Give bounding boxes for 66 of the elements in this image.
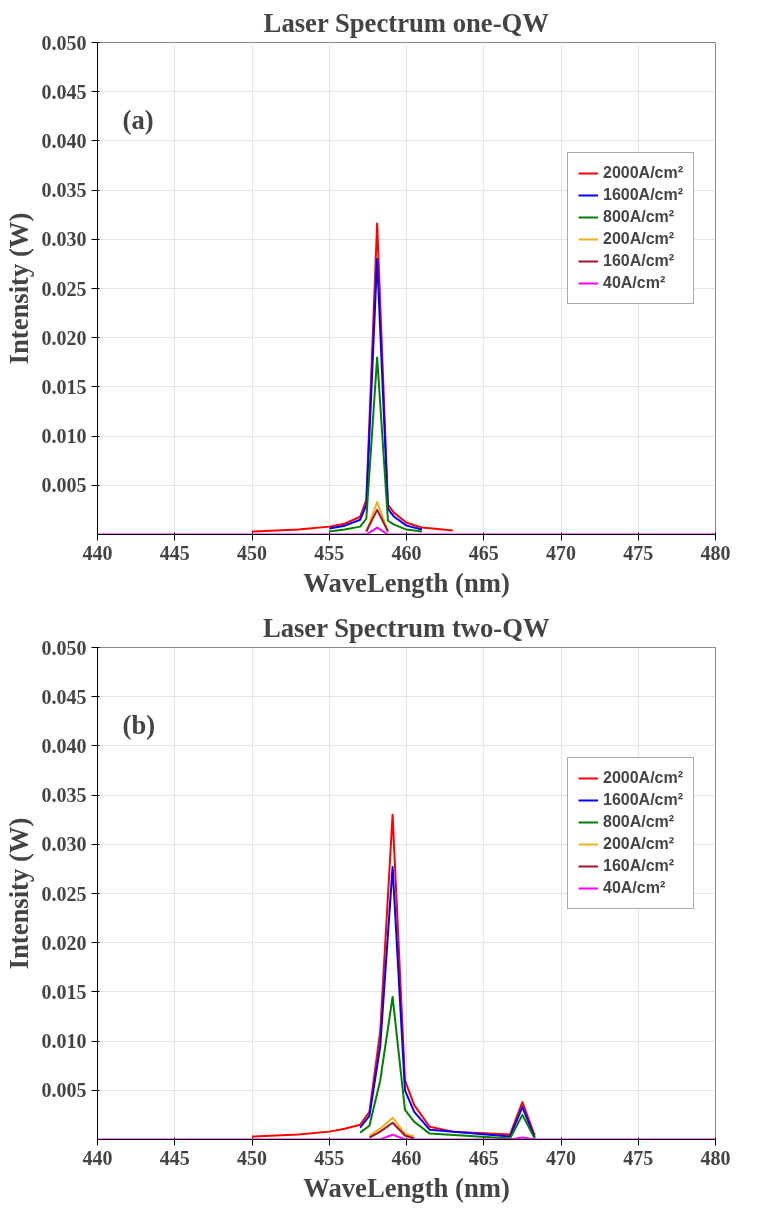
x-tick-label: 475 (623, 541, 654, 564)
x-tick-label: 445 (159, 541, 190, 564)
x-tick-label: 460 (391, 1146, 422, 1169)
y-axis-title: Intensity (W) (3, 817, 34, 970)
y-tick-label: 0.025 (41, 882, 87, 905)
x-axis-title: WaveLength (nm) (303, 567, 510, 598)
line-series (368, 1121, 416, 1140)
legend-label: 2000A/cm² (603, 164, 684, 182)
legend-label: 40A/cm² (603, 879, 666, 897)
annotation: (b) (122, 709, 156, 740)
x-axis-title: WaveLength (nm) (303, 1172, 510, 1203)
y-tick-label: 0.030 (41, 833, 87, 856)
legend-label: 1600A/cm² (603, 791, 684, 809)
y-tick-label: 0.035 (41, 179, 87, 202)
y-tick-label: 0.050 (41, 636, 87, 659)
line-series (368, 1116, 416, 1138)
y-tick-label: 0.030 (41, 228, 87, 251)
y-tick-label: 0.010 (41, 1030, 87, 1053)
x-tick-label: 465 (468, 541, 499, 564)
x-tick-label: 455 (314, 1146, 345, 1169)
x-tick-label: 455 (314, 541, 345, 564)
x-tick-label: 440 (82, 1146, 113, 1169)
y-tick-label: 0.040 (41, 734, 87, 757)
y-tick-label: 0.020 (41, 326, 87, 349)
legend-label: 160A/cm² (603, 857, 675, 875)
x-tick-label: 470 (546, 1146, 576, 1169)
y-axis-title: Intensity (W) (3, 212, 34, 365)
x-tick-label: 480 (700, 1146, 731, 1169)
x-tick-label: 475 (623, 1146, 654, 1169)
legend-label: 40A/cm² (603, 274, 666, 292)
y-tick-label: 0.020 (41, 931, 87, 954)
y-tick-label: 0.050 (41, 31, 87, 54)
line-series (251, 222, 454, 533)
line-series (328, 257, 423, 531)
legend-label: 160A/cm² (603, 252, 675, 270)
x-tick-label: 470 (546, 541, 576, 564)
y-tick-label: 0.005 (41, 474, 87, 497)
y-tick-label: 0.025 (41, 277, 87, 300)
legend-label: 800A/cm² (603, 208, 675, 226)
line-series (328, 356, 423, 533)
line-series (251, 813, 536, 1138)
annotation: (a) (122, 104, 154, 135)
legend-label: 200A/cm² (603, 835, 675, 853)
x-tick-label: 450 (237, 541, 267, 564)
y-tick-label: 0.035 (41, 784, 87, 807)
y-tick-label: 0.045 (41, 685, 87, 708)
chart-title: Laser Spectrum one-QW (263, 7, 550, 38)
line-series (359, 865, 536, 1139)
y-tick-label: 0.045 (41, 80, 87, 103)
y-tick-label: 0.040 (41, 129, 87, 152)
chart-title: Laser Spectrum two-QW (262, 612, 550, 643)
x-tick-label: 440 (82, 541, 113, 564)
legend-label: 800A/cm² (603, 813, 675, 831)
y-tick-label: 0.010 (41, 425, 87, 448)
x-tick-label: 480 (700, 541, 731, 564)
x-tick-label: 465 (468, 1146, 499, 1169)
legend-label: 1600A/cm² (603, 186, 684, 204)
line-series (359, 995, 536, 1140)
x-tick-label: 450 (237, 1146, 267, 1169)
legend-label: 200A/cm² (603, 230, 675, 248)
x-tick-label: 460 (391, 541, 422, 564)
y-tick-label: 0.015 (41, 375, 87, 398)
x-tick-label: 445 (159, 1146, 190, 1169)
legend-label: 2000A/cm² (603, 769, 684, 787)
y-tick-label: 0.015 (41, 980, 87, 1003)
y-tick-label: 0.005 (41, 1079, 87, 1102)
